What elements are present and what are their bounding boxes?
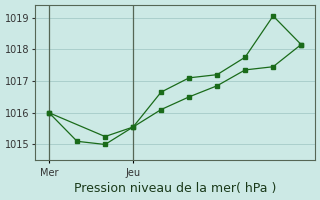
X-axis label: Pression niveau de la mer( hPa ): Pression niveau de la mer( hPa ) (74, 182, 276, 195)
